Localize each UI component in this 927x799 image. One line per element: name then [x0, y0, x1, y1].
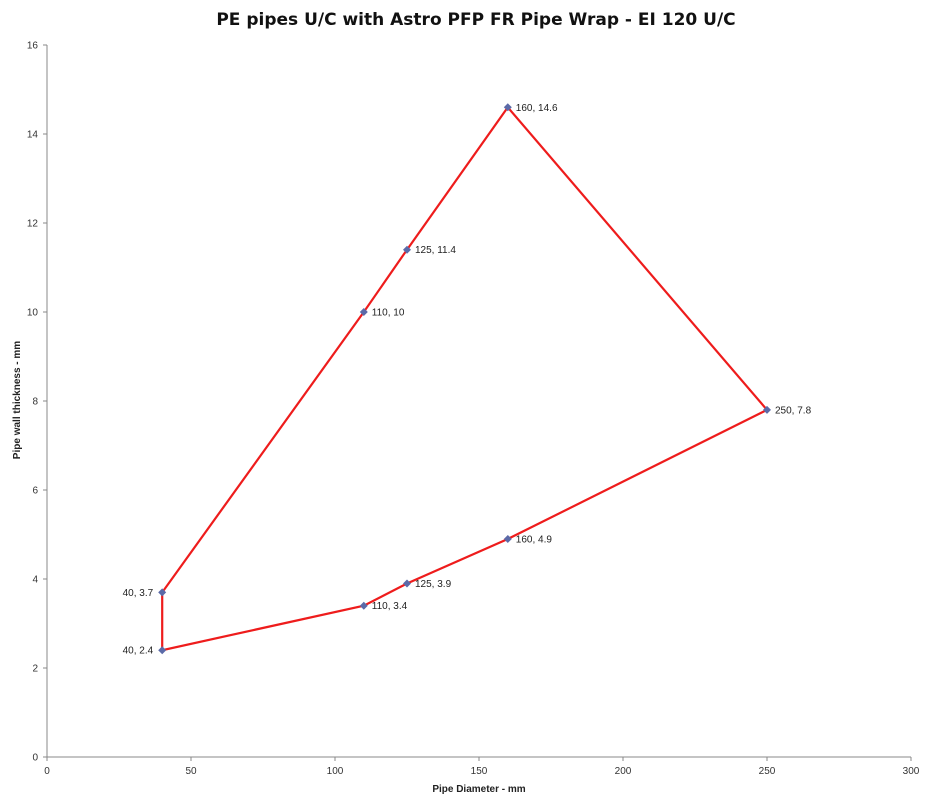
data-label: 160, 14.6 [516, 103, 558, 114]
data-label: 125, 11.4 [415, 245, 456, 256]
x-tick-label: 0 [44, 766, 50, 777]
data-point-marker [503, 534, 512, 543]
y-axis-title: Pipe wall thickness - mm [12, 341, 23, 459]
data-label: 110, 3.4 [372, 601, 408, 612]
y-tick-label: 12 [27, 219, 39, 230]
series-line [161, 105, 769, 652]
y-tick-label: 2 [32, 664, 38, 675]
x-tick-label: 250 [759, 766, 776, 777]
data-point-marker [763, 405, 771, 414]
x-tick-label: 200 [615, 766, 632, 777]
x-axis-title: Pipe Diameter - mm [432, 784, 525, 795]
y-tick-label: 6 [32, 486, 38, 497]
data-label: 40, 3.7 [123, 588, 154, 599]
x-tick-label: 50 [185, 766, 197, 777]
chart-title: PE pipes U/C with Astro PFP FR Pipe Wrap… [216, 10, 735, 30]
data-point-marker [359, 308, 368, 316]
y-axis-ticks: 0 2 4 6 8 10 12 14 16 [27, 41, 47, 764]
data-label: 40, 2.4 [123, 646, 154, 657]
y-tick-label: 0 [32, 753, 38, 764]
y-tick-label: 8 [32, 397, 38, 408]
x-axis-ticks: 0 50 100 150 200 250 300 [44, 757, 920, 777]
data-point-marker [503, 103, 512, 112]
series-layer: 40, 3.7 110, 10 125, 11.4 160, 14.6 250, 7.8… [123, 103, 812, 657]
data-point-marker [403, 579, 411, 588]
data-point-marker [158, 588, 167, 597]
data-point-marker [359, 601, 368, 610]
data-label: 160, 4.9 [516, 534, 553, 545]
data-label: 125, 3.9 [415, 579, 452, 590]
data-point-marker [403, 245, 411, 254]
y-tick-label: 14 [27, 130, 39, 141]
y-tick-label: 10 [27, 308, 39, 319]
x-tick-label: 100 [327, 766, 344, 777]
data-label: 250, 7.8 [775, 405, 812, 416]
y-tick-label: 16 [27, 41, 39, 52]
x-tick-label: 300 [903, 766, 920, 777]
x-tick-label: 150 [471, 766, 488, 777]
y-tick-label: 4 [32, 575, 38, 586]
data-label: 110, 10 [372, 308, 405, 319]
data-point-marker [158, 646, 167, 655]
